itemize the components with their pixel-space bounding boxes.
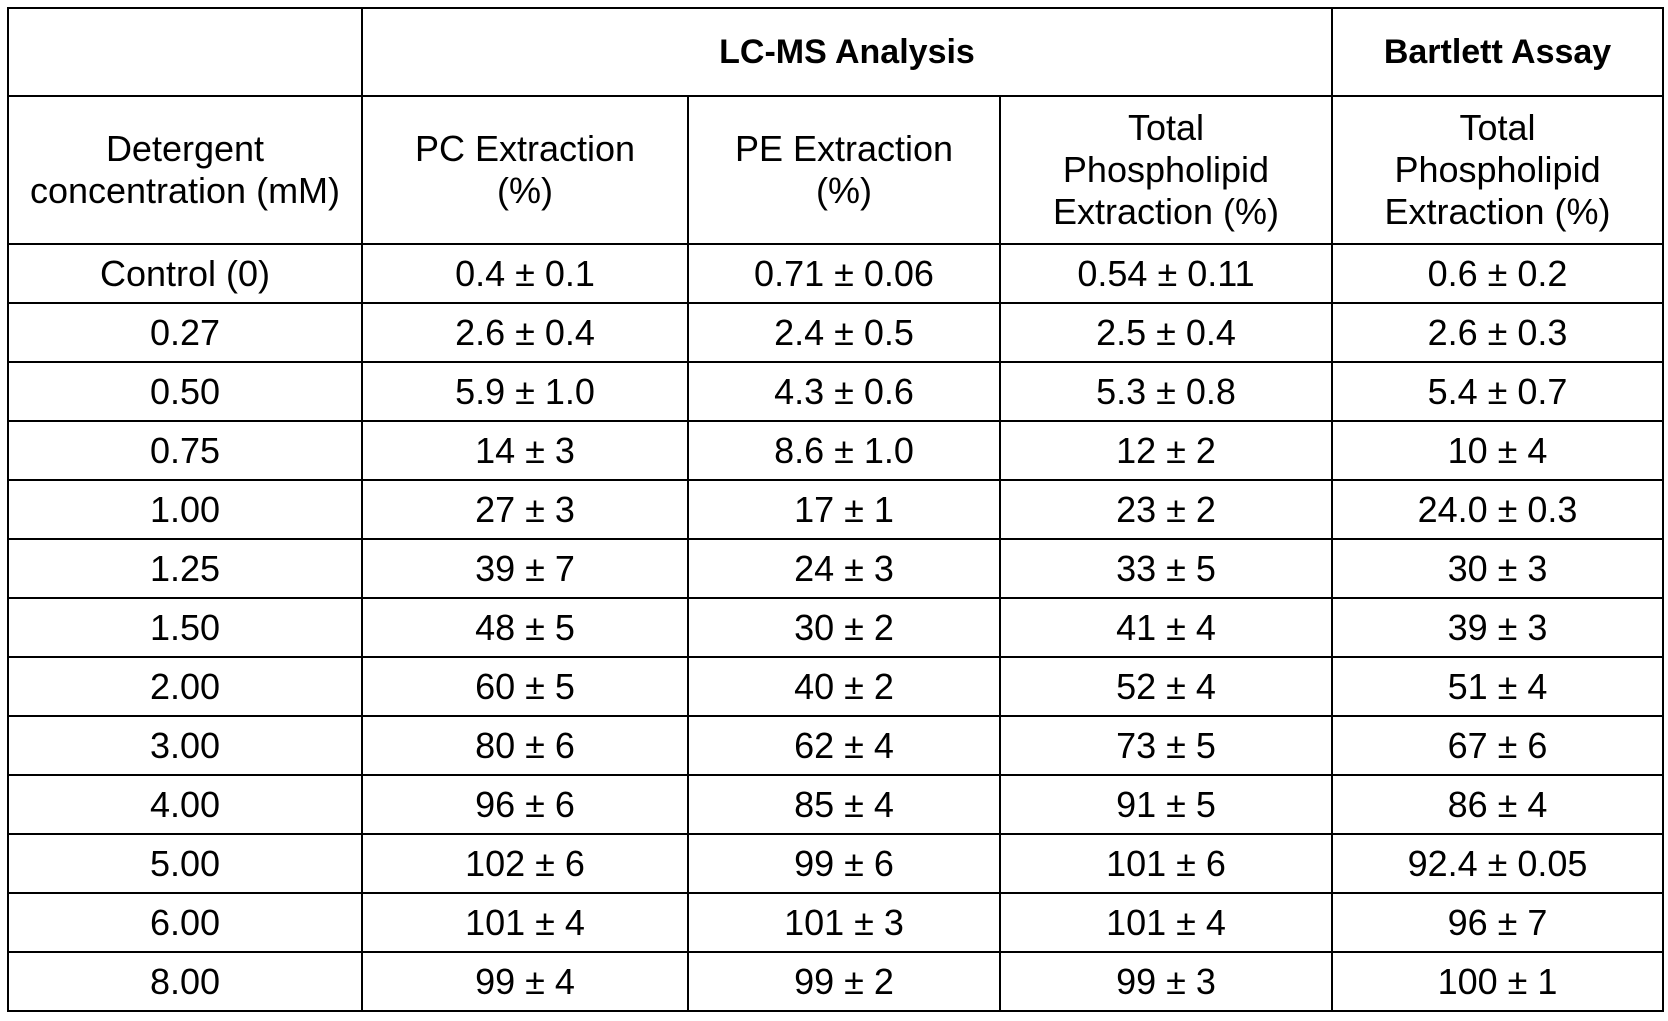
value-cell: 41 ± 4 bbox=[998, 597, 1334, 658]
value-cell: 62 ± 4 bbox=[687, 715, 1001, 776]
column-header: PE Extraction (%) bbox=[687, 95, 1001, 245]
concentration-cell: 4.00 bbox=[7, 774, 363, 835]
concentration-cell: 6.00 bbox=[7, 892, 363, 953]
column-header: Total Phospholipid Extraction (%) bbox=[998, 95, 1334, 245]
value-cell: 100 ± 1 bbox=[1331, 951, 1665, 1012]
concentration-cell: 2.00 bbox=[7, 656, 363, 717]
table-row: 1.50 48 ± 5 30 ± 2 41 ± 4 39 ± 3 bbox=[7, 597, 1665, 658]
concentration-cell: 8.00 bbox=[7, 951, 363, 1012]
value-cell: 8.6 ± 1.0 bbox=[687, 420, 1001, 481]
value-cell: 101 ± 4 bbox=[361, 892, 689, 953]
column-header-label: PC Extraction (%) bbox=[414, 128, 636, 211]
concentration-cell: 0.27 bbox=[7, 302, 363, 363]
table-row: 2.00 60 ± 5 40 ± 2 52 ± 4 51 ± 4 bbox=[7, 656, 1665, 717]
value-cell: 14 ± 3 bbox=[361, 420, 689, 481]
concentration-cell: 1.25 bbox=[7, 538, 363, 599]
table-body: Control (0) 0.4 ± 0.1 0.71 ± 0.06 0.54 ± 0.… bbox=[7, 243, 1665, 1012]
value-cell: 101 ± 3 bbox=[687, 892, 1001, 953]
value-cell: 51 ± 4 bbox=[1331, 656, 1665, 717]
table-row: 0.75 14 ± 3 8.6 ± 1.0 12 ± 2 10 ± 4 bbox=[7, 420, 1665, 481]
value-cell: 2.6 ± 0.4 bbox=[361, 302, 689, 363]
value-cell: 39 ± 7 bbox=[361, 538, 689, 599]
value-cell: 48 ± 5 bbox=[361, 597, 689, 658]
group-header-row: LC-MS Analysis Bartlett Assay bbox=[7, 7, 1665, 97]
concentration-cell: Control (0) bbox=[7, 243, 363, 304]
column-header-label: Total Phospholipid Extraction (%) bbox=[1052, 107, 1280, 232]
value-cell: 12 ± 2 bbox=[998, 420, 1334, 481]
column-header-row: Detergent concentration (mM) PC Extracti… bbox=[7, 95, 1665, 245]
concentration-cell: 0.75 bbox=[7, 420, 363, 481]
value-cell: 99 ± 6 bbox=[687, 833, 1001, 894]
value-cell: 102 ± 6 bbox=[361, 833, 689, 894]
value-cell: 92.4 ± 0.05 bbox=[1331, 833, 1665, 894]
concentration-cell: 5.00 bbox=[7, 833, 363, 894]
value-cell: 99 ± 2 bbox=[687, 951, 1001, 1012]
concentration-cell: 3.00 bbox=[7, 715, 363, 776]
table-row: 5.00 102 ± 6 99 ± 6 101 ± 6 92.4 ± 0.05 bbox=[7, 833, 1665, 894]
group-header-blank bbox=[7, 7, 363, 97]
value-cell: 23 ± 2 bbox=[998, 479, 1334, 540]
value-cell: 91 ± 5 bbox=[998, 774, 1334, 835]
column-header-label: Total Phospholipid Extraction (%) bbox=[1384, 107, 1611, 232]
value-cell: 96 ± 7 bbox=[1331, 892, 1665, 953]
value-cell: 85 ± 4 bbox=[687, 774, 1001, 835]
value-cell: 80 ± 6 bbox=[361, 715, 689, 776]
table-row: 1.00 27 ± 3 17 ± 1 23 ± 2 24.0 ± 0.3 bbox=[7, 479, 1665, 540]
value-cell: 96 ± 6 bbox=[361, 774, 689, 835]
concentration-cell: 0.50 bbox=[7, 361, 363, 422]
value-cell: 67 ± 6 bbox=[1331, 715, 1665, 776]
value-cell: 0.4 ± 0.1 bbox=[361, 243, 689, 304]
value-cell: 4.3 ± 0.6 bbox=[687, 361, 1001, 422]
column-header: Detergent concentration (mM) bbox=[7, 95, 363, 245]
value-cell: 86 ± 4 bbox=[1331, 774, 1665, 835]
value-cell: 52 ± 4 bbox=[998, 656, 1334, 717]
table-row: 4.00 96 ± 6 85 ± 4 91 ± 5 86 ± 4 bbox=[7, 774, 1665, 835]
concentration-cell: 1.00 bbox=[7, 479, 363, 540]
value-cell: 5.4 ± 0.7 bbox=[1331, 361, 1665, 422]
value-cell: 73 ± 5 bbox=[998, 715, 1334, 776]
column-header-label: Detergent concentration (mM) bbox=[29, 128, 341, 211]
value-cell: 0.71 ± 0.06 bbox=[687, 243, 1001, 304]
value-cell: 17 ± 1 bbox=[687, 479, 1001, 540]
value-cell: 24.0 ± 0.3 bbox=[1331, 479, 1665, 540]
value-cell: 99 ± 4 bbox=[361, 951, 689, 1012]
concentration-cell: 1.50 bbox=[7, 597, 363, 658]
value-cell: 10 ± 4 bbox=[1331, 420, 1665, 481]
table-row: 0.27 2.6 ± 0.4 2.4 ± 0.5 2.5 ± 0.4 2.6 ± 0.3 bbox=[7, 302, 1665, 363]
value-cell: 0.54 ± 0.11 bbox=[998, 243, 1334, 304]
value-cell: 39 ± 3 bbox=[1331, 597, 1665, 658]
value-cell: 101 ± 4 bbox=[998, 892, 1334, 953]
value-cell: 5.3 ± 0.8 bbox=[998, 361, 1334, 422]
value-cell: 2.4 ± 0.5 bbox=[687, 302, 1001, 363]
value-cell: 24 ± 3 bbox=[687, 538, 1001, 599]
value-cell: 60 ± 5 bbox=[361, 656, 689, 717]
column-header: Total Phospholipid Extraction (%) bbox=[1331, 95, 1665, 245]
table-row: 1.25 39 ± 7 24 ± 3 33 ± 5 30 ± 3 bbox=[7, 538, 1665, 599]
value-cell: 101 ± 6 bbox=[998, 833, 1334, 894]
extraction-table: LC-MS Analysis Bartlett Assay Detergent … bbox=[7, 7, 1665, 1012]
value-cell: 30 ± 2 bbox=[687, 597, 1001, 658]
table-row: 3.00 80 ± 6 62 ± 4 73 ± 5 67 ± 6 bbox=[7, 715, 1665, 776]
value-cell: 40 ± 2 bbox=[687, 656, 1001, 717]
table-row: 8.00 99 ± 4 99 ± 2 99 ± 3 100 ± 1 bbox=[7, 951, 1665, 1012]
value-cell: 2.5 ± 0.4 bbox=[998, 302, 1334, 363]
table-row: Control (0) 0.4 ± 0.1 0.71 ± 0.06 0.54 ± 0.… bbox=[7, 243, 1665, 304]
value-cell: 99 ± 3 bbox=[998, 951, 1334, 1012]
column-header: PC Extraction (%) bbox=[361, 95, 689, 245]
value-cell: 33 ± 5 bbox=[998, 538, 1334, 599]
table-row: 6.00 101 ± 4 101 ± 3 101 ± 4 96 ± 7 bbox=[7, 892, 1665, 953]
value-cell: 0.6 ± 0.2 bbox=[1331, 243, 1665, 304]
value-cell: 2.6 ± 0.3 bbox=[1331, 302, 1665, 363]
value-cell: 30 ± 3 bbox=[1331, 538, 1665, 599]
group-header-lcms: LC-MS Analysis bbox=[360, 7, 1334, 97]
table-row: 0.50 5.9 ± 1.0 4.3 ± 0.6 5.3 ± 0.8 5.4 ± 0.7 bbox=[7, 361, 1665, 422]
column-header-label: PE Extraction (%) bbox=[734, 128, 954, 211]
group-header-bartlett: Bartlett Assay bbox=[1331, 7, 1665, 97]
value-cell: 5.9 ± 1.0 bbox=[361, 361, 689, 422]
value-cell: 27 ± 3 bbox=[361, 479, 689, 540]
